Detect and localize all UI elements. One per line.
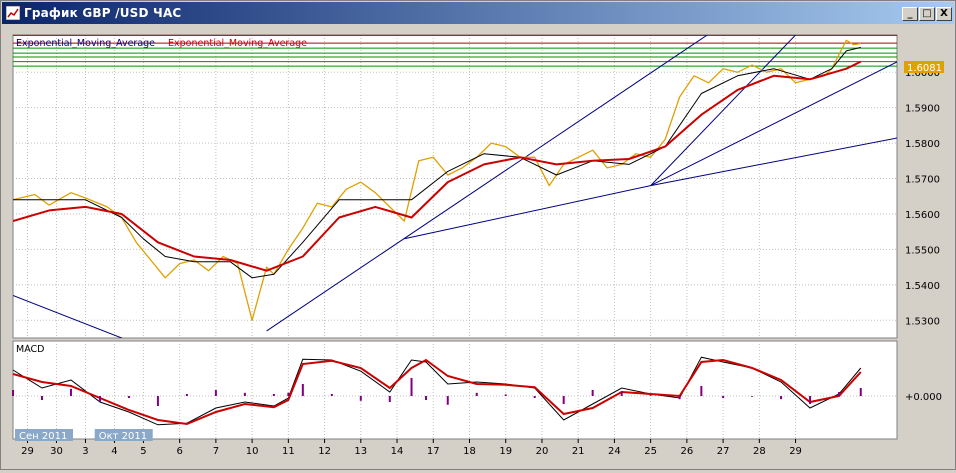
current-price-label: 1.6081 (907, 63, 942, 74)
legend-ema-slow: Exponential_Moving_Average (168, 38, 307, 49)
price-tick-label: 1.5800 (905, 139, 940, 150)
current-price-tag (904, 61, 944, 73)
x-tick-label: 26 (681, 446, 694, 457)
x-tick-label: 5 (140, 446, 146, 457)
price-tick-label: 1.6000 (905, 68, 940, 79)
x-tick-label: 14 (391, 446, 404, 457)
x-tick-label: 6 (176, 446, 182, 457)
x-tick-label: 12 (318, 446, 331, 457)
x-tick-label: 25 (644, 446, 657, 457)
trendline (266, 35, 709, 332)
x-tick-label: 20 (536, 446, 549, 457)
series-ema_slow (13, 60, 862, 272)
x-tick-label: 13 (354, 446, 367, 457)
y-axis: 1.6000 1.5900 1.5800 1.5700 1.5600 1.5500 1.54… (905, 68, 942, 403)
macd-title: MACD (16, 344, 44, 355)
x-tick-label: 4 (111, 446, 117, 457)
x-tick-label: 27 (717, 446, 730, 457)
chart-svg[interactable]: 1.6000 1.5900 1.5800 1.5700 1.5600 1.5500 1.54… (2, 25, 954, 469)
macd-series (12, 356, 862, 426)
period-label: Окт 2011 (99, 431, 147, 442)
trendline (650, 35, 797, 186)
period-label: Сен 2011 (19, 431, 67, 442)
trendline (650, 61, 897, 187)
x-tick-label: 30 (50, 446, 63, 457)
title-bar[interactable]: График GBP /USD ЧАС _ □ X (2, 2, 954, 24)
series-price (13, 39, 861, 321)
minimize-button[interactable]: _ (902, 7, 918, 21)
chart-app-icon (6, 6, 20, 20)
period-label-bg (15, 429, 73, 441)
grid (13, 35, 897, 439)
trendline (13, 295, 124, 338)
x-tick-label: 3 (82, 446, 88, 457)
price-tick-label: 1.5700 (905, 175, 940, 186)
price-tick-label: 1.5900 (905, 104, 940, 115)
macd-panel[interactable] (12, 340, 898, 440)
price-tick-label: 1.5500 (905, 245, 940, 256)
period-label-bg (94, 429, 153, 441)
x-tick-label: 19 (499, 446, 512, 457)
x-tick-label: 11 (282, 446, 295, 457)
trendline (650, 137, 897, 187)
x-tick-label: 10 (246, 446, 259, 457)
macd-tick-label: +0.000 (905, 392, 942, 403)
x-tick-label: 28 (753, 446, 766, 457)
series-ema_fast (13, 46, 861, 279)
x-tick-label: 7 (213, 446, 219, 457)
window-title: График GBP /USD ЧАС (24, 6, 182, 20)
chart-area[interactable]: 1.6000 1.5900 1.5800 1.5700 1.5600 1.5500 1.54… (2, 25, 954, 469)
x-tick-label: 29 (789, 446, 802, 457)
price-tick-label: 1.5300 (905, 316, 940, 327)
legend-ema-fast: Exponential_Moving_Average (16, 38, 155, 49)
x-tick-label: 18 (463, 446, 476, 457)
x-axis: 29 30 3 4 5 6 7 10 11 12 13 14 17 18 19 20 21 24 25 26 27 28 2… (15, 429, 802, 457)
trendlines (13, 35, 897, 338)
price-tick-label: 1.5600 (905, 210, 940, 221)
close-button[interactable]: X (936, 7, 952, 21)
x-tick-label: 21 (572, 446, 585, 457)
x-tick-label: 24 (608, 446, 621, 457)
price-tick-label: 1.5400 (905, 281, 940, 292)
price-series (13, 39, 862, 321)
maximize-button[interactable]: □ (919, 7, 935, 21)
x-tick-label: 29 (21, 446, 34, 457)
x-tick-label: 17 (427, 446, 440, 457)
trendline (404, 185, 651, 240)
series-signal_line (12, 358, 862, 426)
